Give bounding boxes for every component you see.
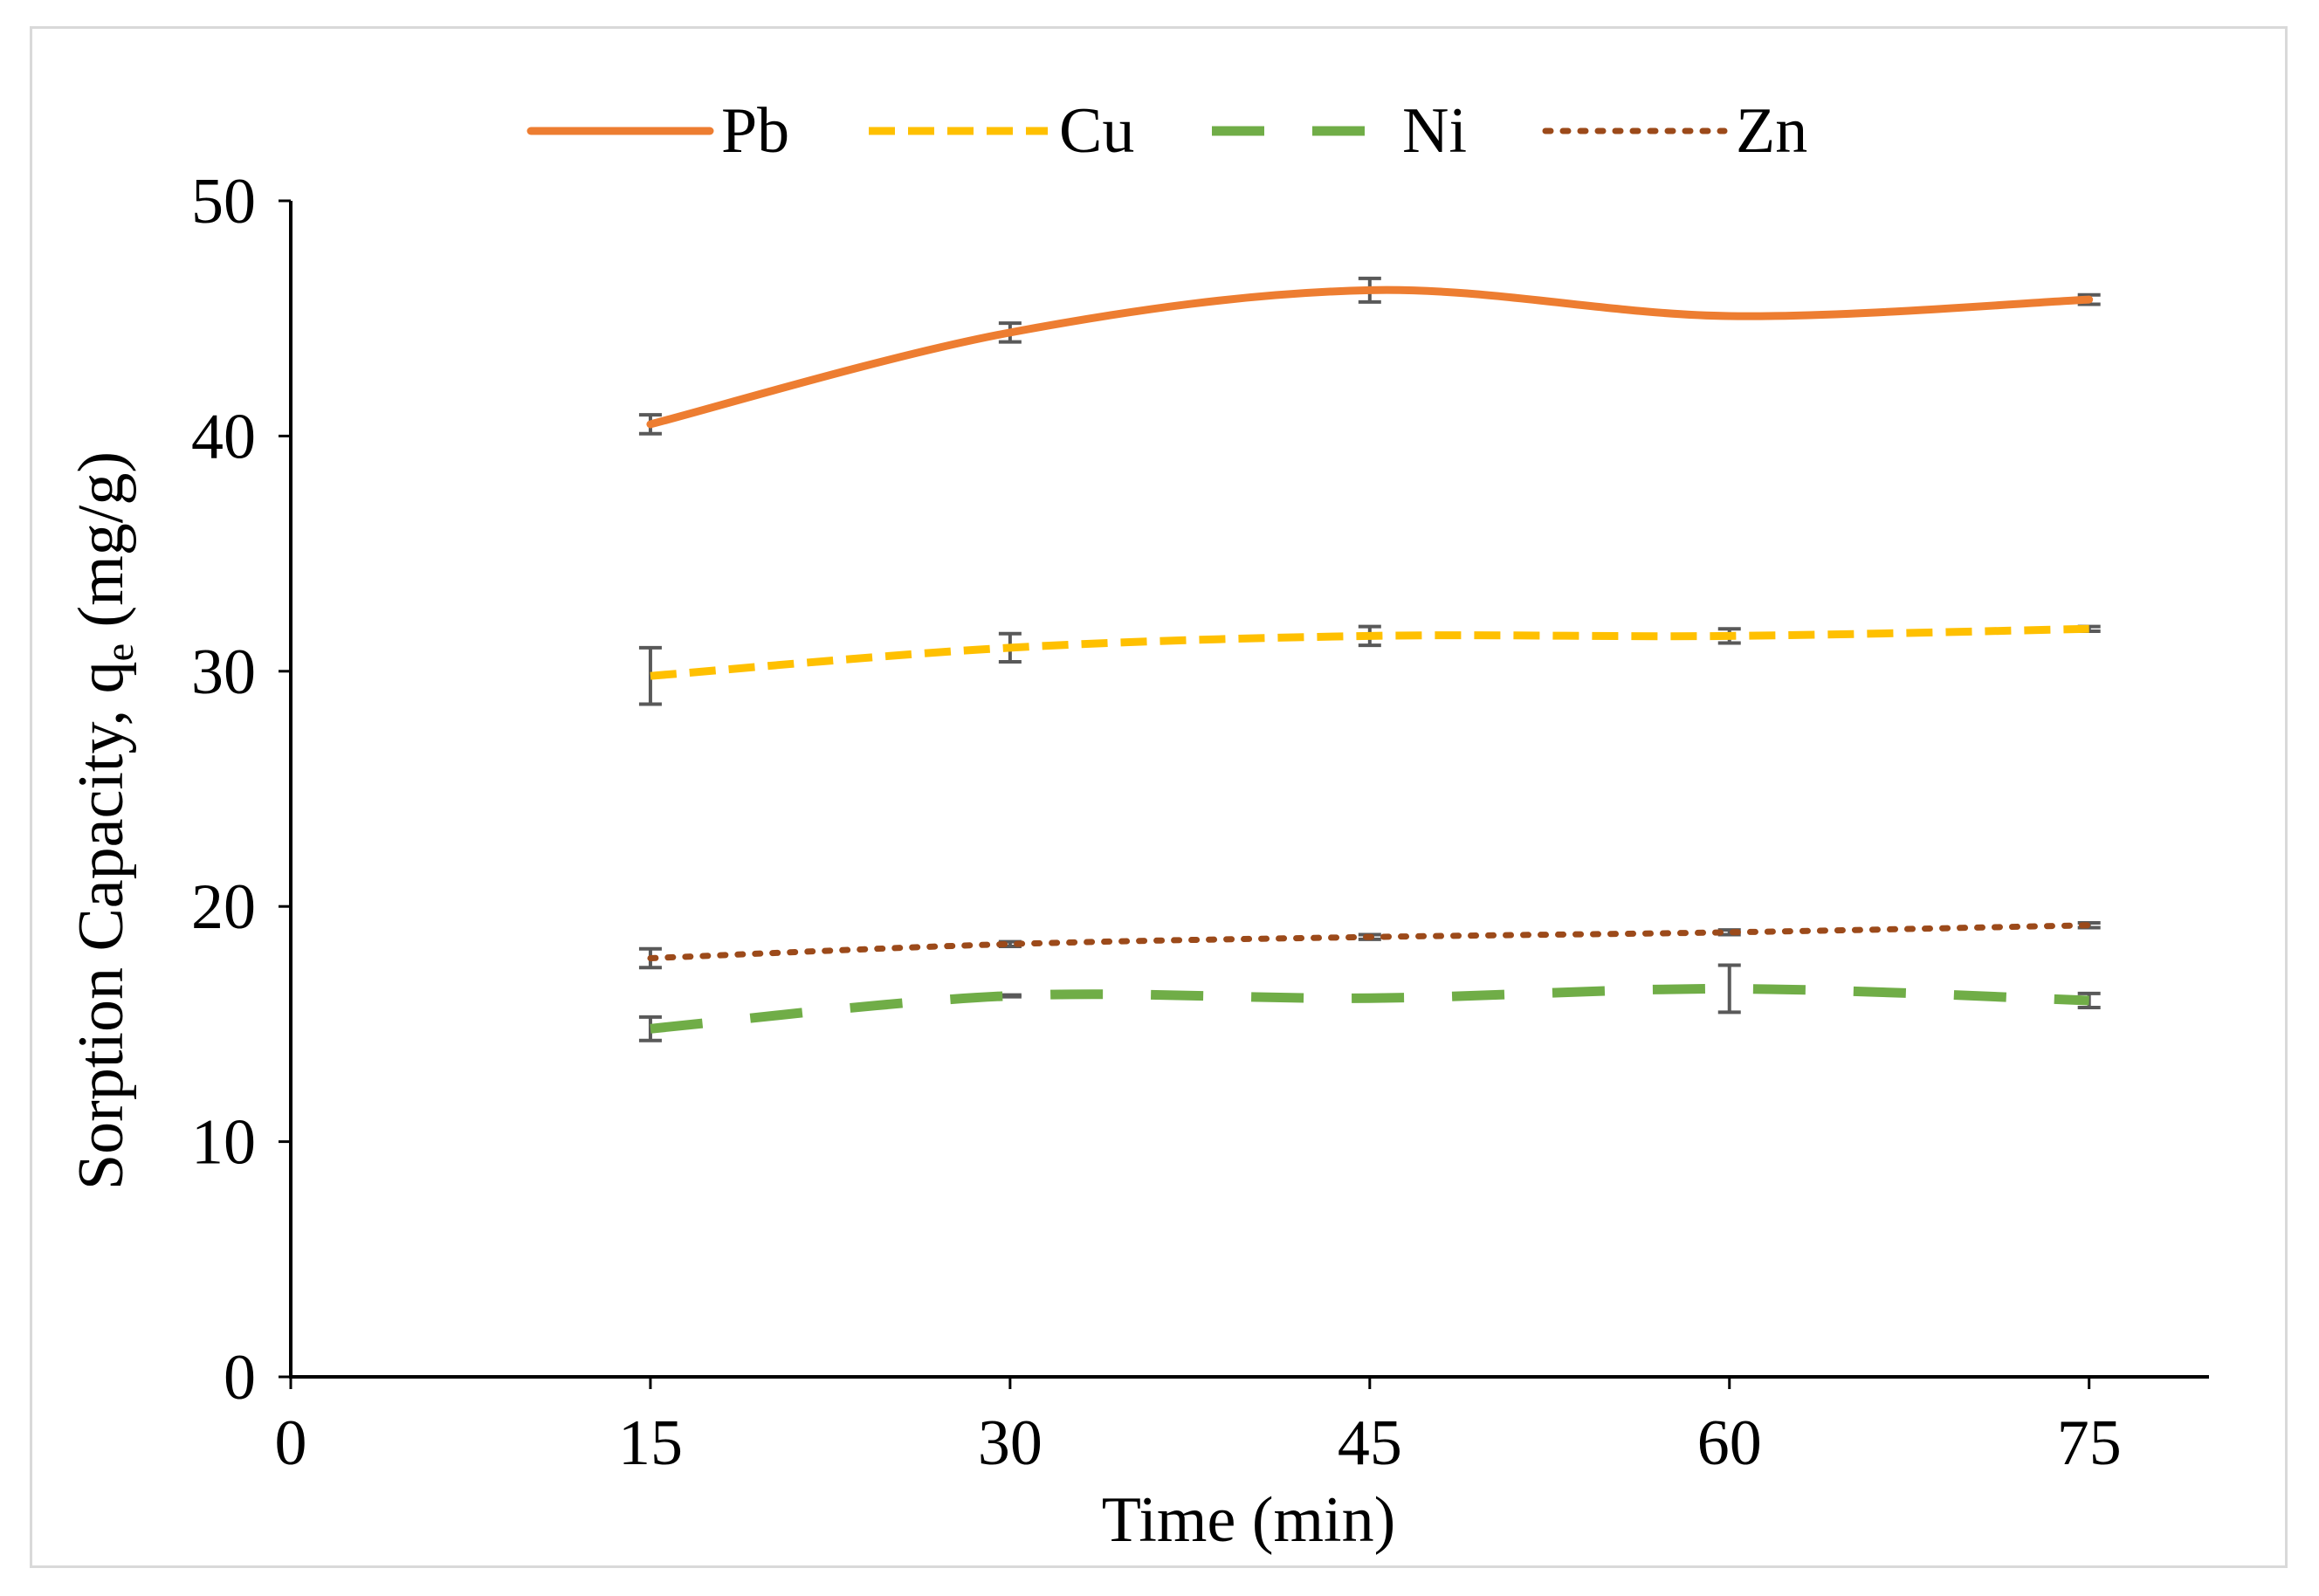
y-tick-label: 10 [191, 1107, 256, 1179]
series-ni [638, 963, 2101, 1042]
legend-item-pb: Pb [526, 95, 789, 167]
x-tick-label: 15 [618, 1407, 683, 1479]
chart-frame [30, 26, 2288, 1568]
x-tick-label: 45 [1338, 1407, 1402, 1479]
x-tick-label: 30 [978, 1407, 1043, 1479]
series-line-zn [647, 922, 2093, 961]
axes: 0 15 30 45 60 75 0 10 20 30 40 50 [191, 166, 2209, 1479]
x-tick-label: 0 [275, 1407, 307, 1479]
legend-label-zn: Zn [1736, 95, 1807, 167]
x-axis-label: Time (min) [1102, 1484, 1395, 1556]
y-tick-label: 20 [191, 871, 256, 943]
y-axis-label-unit: (mg/g) [65, 451, 137, 643]
x-tick-label: 60 [1697, 1407, 1762, 1479]
y-tick-label: 0 [224, 1342, 256, 1414]
x-tick-label: 75 [2057, 1407, 2122, 1479]
legend-label-cu: Cu [1059, 95, 1134, 167]
series-cu [638, 624, 2101, 706]
legend-item-zn: Zn [1542, 95, 1807, 167]
series-zn [638, 921, 2101, 970]
y-tick-label: 40 [191, 401, 256, 472]
legend: Pb Cu Ni Zn [526, 95, 1807, 167]
y-axis-label-main: Sorption Capacity, q [65, 661, 137, 1190]
y-tick-label: 30 [191, 636, 256, 708]
y-axis-label: Sorption Capacity, qe (mg/g) [65, 451, 141, 1190]
series-pb [638, 276, 2101, 436]
series-line-pb [646, 285, 2094, 429]
legend-label-pb: Pb [721, 95, 789, 167]
y-tick-label: 50 [191, 166, 256, 237]
legend-label-ni: Ni [1402, 95, 1467, 167]
series-layer [638, 276, 2101, 1042]
legend-item-ni: Ni [1212, 95, 1467, 167]
series-line-ni [650, 983, 2089, 1034]
legend-item-cu: Cu [869, 95, 1134, 167]
y-axis-label-sub: e [97, 643, 141, 661]
